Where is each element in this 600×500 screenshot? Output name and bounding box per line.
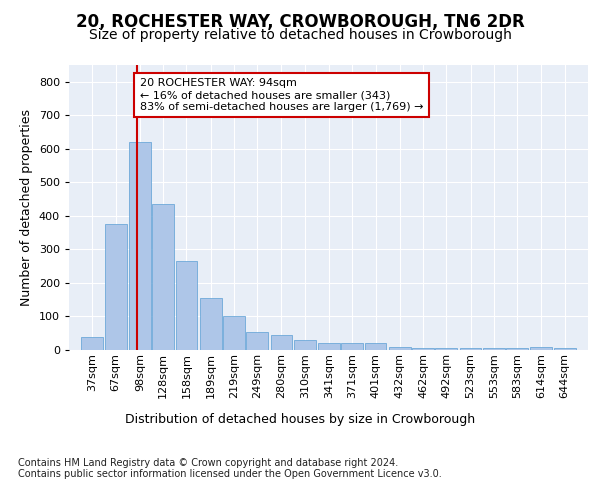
Bar	[223, 316, 245, 350]
Bar	[365, 344, 386, 350]
Bar	[176, 261, 197, 350]
Bar	[318, 344, 340, 350]
Bar	[483, 348, 505, 350]
Bar	[82, 336, 103, 350]
Text: 20 ROCHESTER WAY: 94sqm
← 16% of detached houses are smaller (343)
83% of semi-d: 20 ROCHESTER WAY: 94sqm ← 16% of detache…	[140, 78, 424, 112]
Bar	[271, 335, 292, 350]
Text: Contains HM Land Registry data © Crown copyright and database right 2024.
Contai: Contains HM Land Registry data © Crown c…	[18, 458, 442, 479]
Bar	[460, 348, 481, 350]
Text: Distribution of detached houses by size in Crowborough: Distribution of detached houses by size …	[125, 412, 475, 426]
Bar	[436, 348, 457, 350]
Y-axis label: Number of detached properties: Number of detached properties	[20, 109, 33, 306]
Bar	[247, 332, 268, 350]
Bar	[341, 344, 363, 350]
Bar	[554, 348, 575, 350]
Text: 20, ROCHESTER WAY, CROWBOROUGH, TN6 2DR: 20, ROCHESTER WAY, CROWBOROUGH, TN6 2DR	[76, 12, 524, 30]
Bar	[294, 340, 316, 350]
Bar	[389, 346, 410, 350]
Bar	[530, 346, 552, 350]
Bar	[129, 142, 151, 350]
Bar	[152, 204, 174, 350]
Bar	[506, 348, 528, 350]
Text: Size of property relative to detached houses in Crowborough: Size of property relative to detached ho…	[89, 28, 511, 42]
Bar	[105, 224, 127, 350]
Bar	[200, 298, 221, 350]
Bar	[412, 348, 434, 350]
